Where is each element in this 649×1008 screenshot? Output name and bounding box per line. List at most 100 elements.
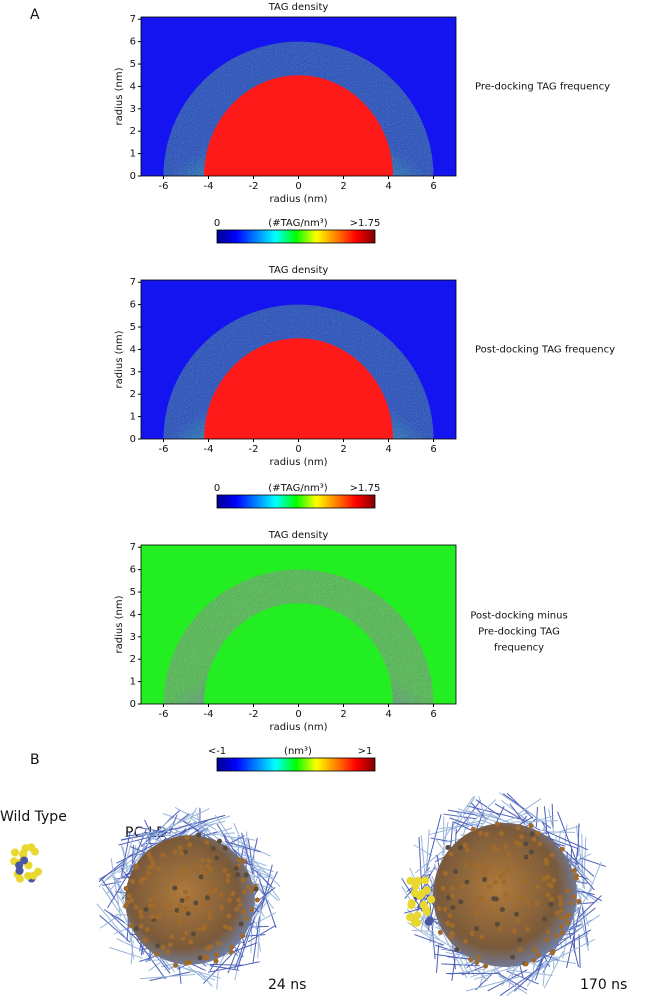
atom bbox=[498, 926, 503, 931]
atom bbox=[549, 853, 554, 858]
atom bbox=[479, 934, 484, 939]
atom bbox=[506, 851, 511, 856]
atom bbox=[123, 903, 128, 908]
atom bbox=[187, 842, 192, 847]
x-axis-label: radius (nm) bbox=[270, 194, 328, 205]
atom bbox=[542, 916, 547, 921]
atom bbox=[559, 924, 564, 929]
atom bbox=[551, 949, 556, 954]
atom bbox=[537, 842, 542, 847]
y-tick-label: 6 bbox=[130, 37, 136, 48]
atom bbox=[139, 914, 144, 919]
atom bbox=[227, 898, 232, 903]
atom bbox=[214, 855, 219, 860]
side-label: Post-docking TAG frequency bbox=[475, 345, 615, 356]
atom bbox=[515, 825, 520, 830]
atom bbox=[143, 938, 148, 943]
atom bbox=[474, 864, 479, 869]
atom bbox=[495, 922, 500, 927]
x-tick-label: 0 bbox=[295, 444, 301, 455]
atom bbox=[200, 858, 205, 863]
atom bbox=[206, 882, 211, 887]
atom bbox=[146, 871, 151, 876]
atom bbox=[517, 938, 522, 943]
wild-type-atom bbox=[414, 877, 422, 885]
molecule-render bbox=[402, 793, 606, 996]
atom bbox=[449, 934, 454, 939]
atom bbox=[208, 866, 213, 871]
atom bbox=[442, 907, 447, 912]
atom bbox=[502, 880, 507, 885]
atom bbox=[495, 822, 500, 827]
wild-type-atom bbox=[413, 911, 421, 919]
atom bbox=[572, 868, 577, 873]
atom bbox=[474, 910, 479, 915]
atom bbox=[196, 832, 201, 837]
atom bbox=[470, 931, 475, 936]
atom bbox=[477, 896, 482, 901]
atom bbox=[207, 910, 212, 915]
atom bbox=[474, 960, 479, 965]
atom bbox=[482, 877, 487, 882]
atom bbox=[523, 841, 528, 846]
molecule-label: Wild Type bbox=[0, 809, 67, 825]
atom bbox=[160, 852, 165, 857]
atom bbox=[242, 890, 247, 895]
atom bbox=[546, 874, 551, 879]
atom bbox=[535, 952, 540, 957]
atom bbox=[241, 909, 246, 914]
atom bbox=[488, 907, 493, 912]
atom bbox=[204, 840, 209, 845]
x-tick-label: -2 bbox=[249, 709, 259, 720]
y-axis-label: radius (nm) bbox=[114, 330, 125, 388]
atom bbox=[569, 900, 574, 905]
atom bbox=[193, 907, 198, 912]
atom bbox=[571, 894, 576, 899]
x-tick-label: -6 bbox=[159, 709, 169, 720]
atom bbox=[199, 865, 204, 870]
y-tick-label: 3 bbox=[130, 632, 136, 643]
atom bbox=[154, 914, 159, 919]
wild-type-atom bbox=[423, 908, 431, 916]
atom bbox=[226, 914, 231, 919]
atom bbox=[458, 845, 463, 850]
side-label: Pre-docking TAG bbox=[478, 627, 560, 638]
atom bbox=[196, 927, 201, 932]
time-label: 170 ns bbox=[580, 977, 627, 993]
atom bbox=[529, 849, 534, 854]
atom bbox=[450, 886, 455, 891]
x-tick-label: 0 bbox=[295, 181, 301, 192]
lipid bbox=[421, 835, 425, 875]
lipid bbox=[412, 930, 434, 931]
atom bbox=[178, 909, 183, 914]
atom bbox=[524, 961, 529, 966]
wild-type-atom bbox=[31, 848, 39, 856]
colorbar-min: 0 bbox=[214, 218, 220, 229]
lipid bbox=[217, 969, 219, 989]
atom bbox=[576, 899, 581, 904]
atom bbox=[458, 899, 463, 904]
atom bbox=[241, 859, 246, 864]
atom bbox=[560, 847, 565, 852]
atom bbox=[184, 931, 189, 936]
atom bbox=[229, 945, 234, 950]
atom bbox=[167, 903, 172, 908]
atom bbox=[222, 868, 227, 873]
atom bbox=[498, 874, 503, 879]
y-tick-label: 5 bbox=[130, 322, 136, 333]
wild-type-atom bbox=[34, 868, 42, 876]
colorbar bbox=[217, 230, 375, 243]
atom bbox=[161, 945, 166, 950]
atom bbox=[544, 861, 549, 866]
atom bbox=[574, 876, 579, 881]
atom bbox=[204, 955, 209, 960]
atom bbox=[471, 827, 476, 832]
atom bbox=[134, 905, 139, 910]
y-axis-label: radius (nm) bbox=[114, 595, 125, 653]
atom bbox=[179, 851, 184, 856]
atom bbox=[532, 947, 537, 952]
lipid bbox=[499, 793, 542, 822]
wild-type-atom bbox=[421, 876, 429, 884]
atom bbox=[493, 880, 498, 885]
atom bbox=[491, 896, 496, 901]
